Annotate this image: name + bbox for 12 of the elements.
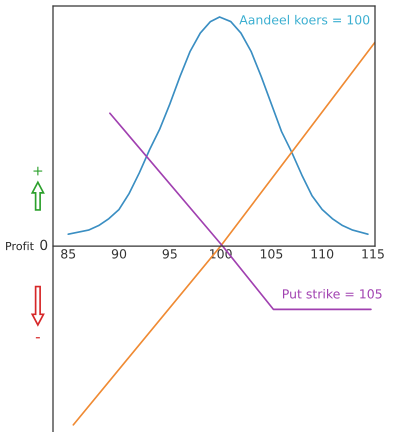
- text: 0: [40, 240, 48, 250]
- text: -: [36, 337, 40, 338]
- x-tick-label: 95: [162, 249, 177, 259]
- text: +: [34, 166, 42, 176]
- x-tick-label: 105: [260, 249, 282, 259]
- x-tick-label: 85: [61, 249, 76, 259]
- annotation: Aandeel koers = 100: [239, 14, 370, 25]
- y-axis-title: Profit: [6, 242, 34, 250]
- x-tick-label: 115: [362, 249, 384, 259]
- x-tick-label: 90: [112, 249, 126, 259]
- x-tick-label: 110: [312, 249, 334, 259]
- annotation: Put strike = 105: [282, 288, 382, 299]
